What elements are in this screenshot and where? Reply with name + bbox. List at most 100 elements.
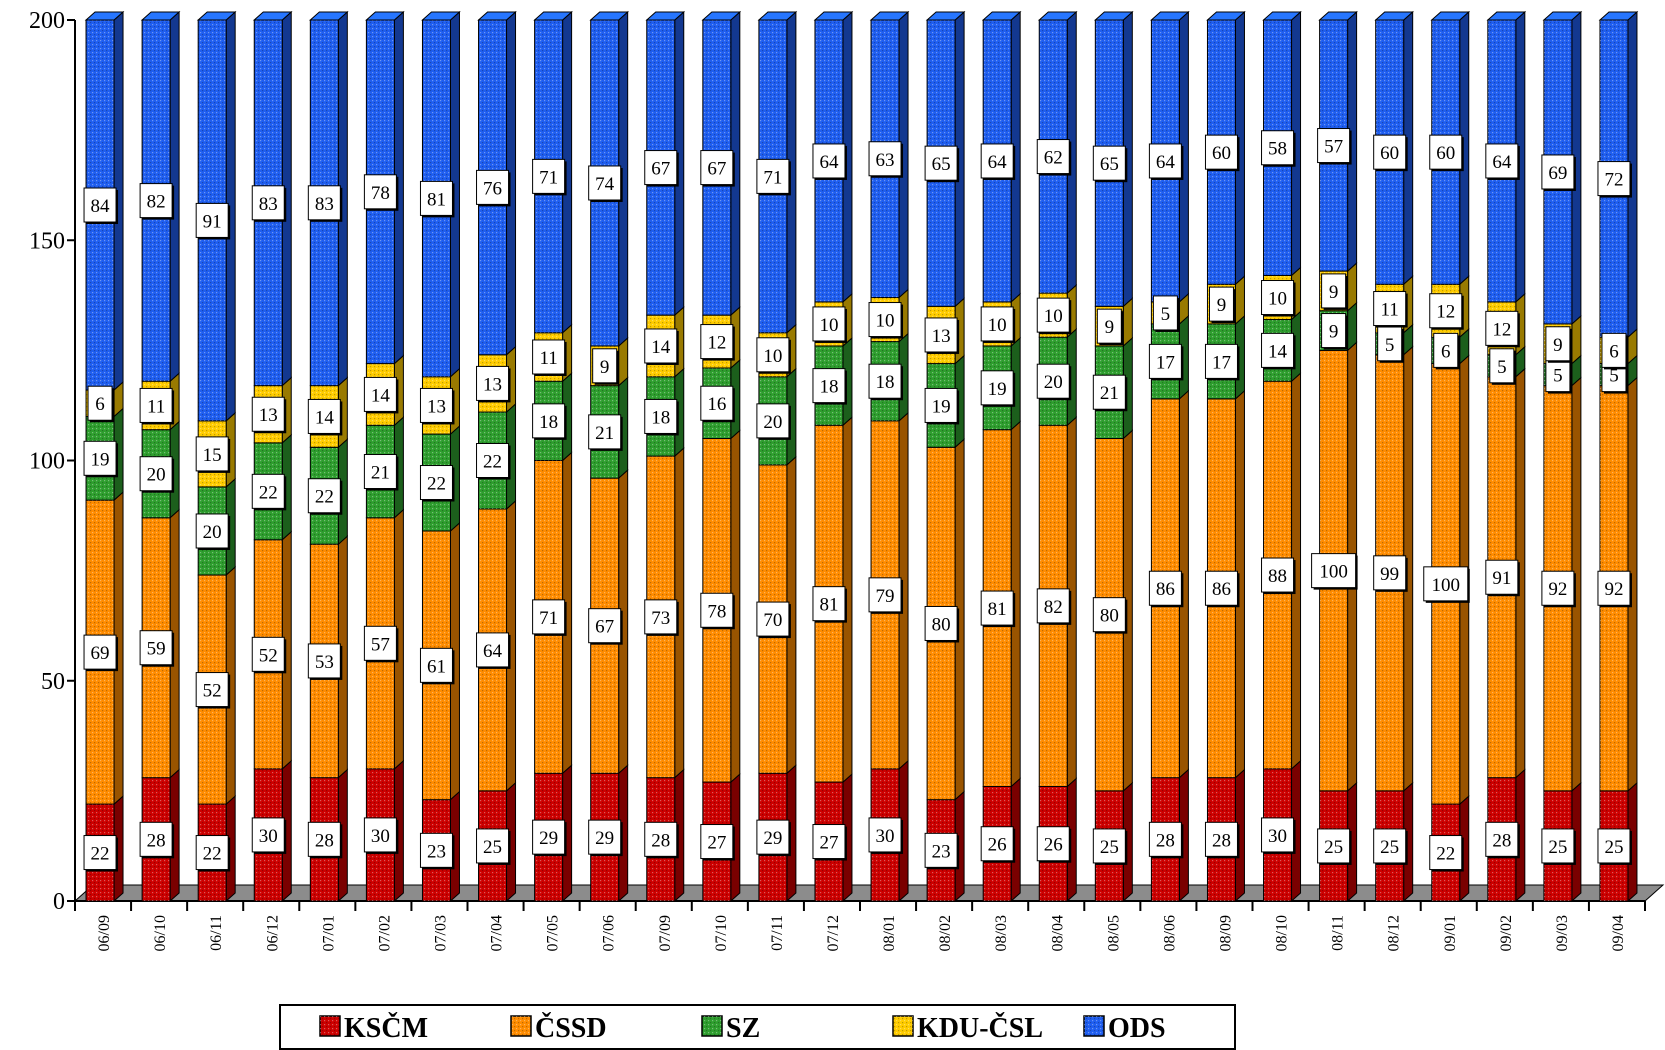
x-tick-label: 07/09: [657, 915, 674, 951]
data-label: 23: [419, 832, 455, 870]
data-label: 11: [139, 387, 175, 425]
bar-top: [757, 11, 798, 21]
data-label-box: [1597, 570, 1631, 606]
data-label: 78: [363, 174, 399, 211]
data-label-text: 79: [876, 586, 895, 607]
data-label: 78: [700, 592, 735, 630]
data-label: 69: [83, 634, 119, 672]
data-label-box: [1311, 553, 1357, 589]
bar-top: [421, 11, 461, 21]
data-label: 12: [1429, 293, 1464, 330]
data-label: 30: [1261, 817, 1296, 854]
data-label-box: [1096, 308, 1122, 344]
data-label-box: [139, 387, 173, 423]
legend: KSČM ČSSD SZ KDU-ČSL ODS: [279, 1004, 1236, 1050]
data-label: 6: [87, 385, 115, 423]
data-label-text: 9: [1553, 335, 1563, 356]
data-label-box: [1545, 357, 1571, 393]
bar-top: [1206, 11, 1246, 21]
bar-stack: [701, 10, 742, 903]
data-label: 14: [363, 376, 399, 414]
data-label-box: [476, 443, 510, 478]
data-label-text: 13: [932, 326, 951, 347]
data-label-text: 78: [371, 183, 390, 204]
data-label: 22: [251, 473, 287, 511]
data-label-text: 6: [1609, 341, 1619, 362]
data-label-text: 6: [1441, 341, 1451, 362]
data-label: 100: [1423, 566, 1470, 603]
data-label-text: 9: [1105, 317, 1115, 338]
data-label-text: 84: [91, 196, 111, 217]
data-label-text: 13: [259, 405, 278, 426]
data-label-box: [532, 599, 566, 635]
y-tick-label: 50: [41, 669, 65, 695]
bar-top: [365, 11, 405, 21]
data-label-box: [1373, 134, 1407, 170]
data-label-box: [700, 150, 734, 186]
data-label: 25: [1597, 828, 1632, 865]
data-label-text: 22: [315, 487, 334, 508]
bar-stack: [1094, 10, 1134, 903]
data-label-box: [1373, 555, 1407, 591]
data-label-text: 21: [371, 463, 390, 484]
data-label-box: [1148, 343, 1182, 379]
data-label-text: 100: [1432, 575, 1461, 596]
data-label: 80: [1092, 597, 1128, 634]
data-label-text: 23: [932, 841, 951, 862]
data-label: 58: [1261, 130, 1296, 167]
data-label: 82: [1036, 588, 1072, 625]
legend-label: SZ: [726, 1013, 760, 1044]
data-label-box: [419, 832, 453, 868]
data-label: 61: [419, 647, 455, 685]
data-label: 99: [1373, 555, 1408, 592]
data-label-text: 17: [1156, 352, 1175, 373]
x-tick-label: 09/03: [1554, 915, 1571, 951]
data-label-text: 26: [1044, 835, 1063, 856]
data-label: 76: [476, 169, 511, 207]
data-label-box: [756, 337, 790, 373]
data-label: 27: [700, 824, 735, 861]
data-label: 92: [1541, 570, 1576, 608]
data-label-text: 64: [1492, 152, 1512, 173]
data-label: 18: [644, 398, 679, 436]
data-label-box: [476, 169, 510, 205]
data-label: 13: [924, 317, 960, 354]
data-label-box: [1489, 348, 1515, 384]
data-label: 26: [1036, 826, 1072, 863]
bar-top: [252, 11, 293, 21]
data-label: 14: [307, 398, 343, 436]
data-label-box: [1036, 297, 1070, 333]
data-label-text: 52: [203, 681, 222, 702]
legend-item: KSČM: [319, 1013, 428, 1044]
data-label: 60: [1373, 134, 1408, 172]
data-label-text: 22: [259, 482, 278, 503]
data-label-text: 14: [1268, 341, 1288, 362]
data-label: 65: [924, 145, 960, 183]
bar-top: [589, 11, 629, 21]
data-label-box: [1597, 161, 1631, 197]
data-label-text: 26: [988, 835, 1007, 856]
data-label-box: [532, 339, 566, 375]
x-tick-label: 07/10: [713, 915, 730, 951]
data-label-box: [1317, 128, 1351, 164]
bar-top: [1262, 11, 1302, 21]
data-label: 29: [532, 819, 567, 857]
x-tick-label: 07/02: [376, 915, 393, 951]
data-label: 64: [1148, 143, 1184, 180]
data-label-text: 5: [1497, 357, 1507, 378]
x-tick-label: 07/11: [769, 915, 786, 951]
data-label: 67: [644, 150, 679, 187]
data-label: 12: [1485, 310, 1520, 348]
data-label-box: [251, 636, 285, 672]
data-label: 53: [307, 643, 343, 680]
data-label-box: [868, 363, 902, 399]
data-label: 57: [363, 625, 399, 663]
data-label-box: [700, 324, 734, 360]
data-label: 12: [700, 324, 735, 361]
data-label: 22: [83, 835, 119, 872]
data-label-text: 22: [483, 452, 502, 473]
data-label-text: 10: [1268, 289, 1287, 310]
x-tick-label: 07/04: [489, 915, 506, 951]
data-label-box: [1261, 817, 1295, 853]
data-label-text: 86: [1156, 579, 1175, 600]
